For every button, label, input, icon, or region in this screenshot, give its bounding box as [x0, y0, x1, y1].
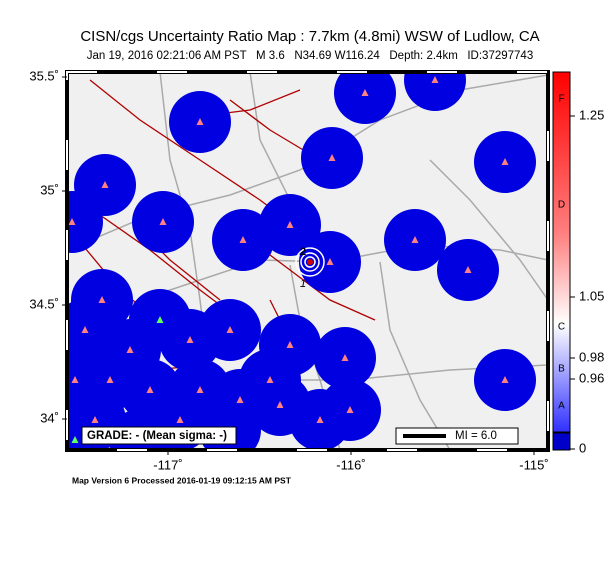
- lat-tick-label: 35˚: [40, 182, 59, 197]
- colorbar-grade: D: [558, 200, 565, 211]
- station: [501, 376, 509, 383]
- station-coverage: [67, 349, 106, 411]
- title: CISN/cgs Uncertainty Ratio Map : 7.7km (…: [80, 28, 539, 45]
- station: [501, 158, 509, 165]
- colorbar-zero-box: [552, 432, 571, 451]
- station: [196, 118, 204, 125]
- station: [286, 341, 294, 348]
- station: [81, 326, 89, 333]
- station: [316, 416, 324, 423]
- map-frame-ticks: [66, 71, 549, 451]
- station: [326, 258, 334, 265]
- footer: Map Version 6 Processed 2016-01-19 09:12…: [72, 475, 292, 485]
- station: [276, 401, 284, 408]
- station: [126, 346, 134, 353]
- station: [411, 236, 419, 243]
- contour-label: 1: [300, 278, 306, 290]
- station: [328, 154, 336, 161]
- station: [71, 436, 79, 443]
- station: [71, 376, 79, 383]
- station-coverage: [67, 191, 103, 253]
- station: [156, 316, 164, 323]
- station: [361, 89, 369, 96]
- road: [379, 261, 451, 450]
- subtitle: Jan 19, 2016 02:21:06 AM PST M 3.6 N34.6…: [87, 50, 533, 62]
- station: [346, 406, 354, 413]
- station: [176, 416, 184, 423]
- colorbar-tick-label: 0: [579, 440, 586, 455]
- scale-box: [395, 427, 519, 445]
- station: [431, 76, 439, 83]
- station-coverage: [404, 72, 466, 111]
- colorbar-grade: F: [558, 94, 564, 105]
- lat-tick-label: 34˚: [40, 410, 59, 425]
- colorbar-grade: A: [558, 401, 565, 412]
- colorbar-tick-label: 0.96: [579, 370, 604, 385]
- lon-tick-label: -117˚: [153, 457, 182, 472]
- colorbar-grade: C: [558, 322, 565, 333]
- station: [106, 376, 114, 383]
- map-area: 21: [67, 72, 548, 450]
- lon-tick-label: -115˚: [519, 457, 548, 472]
- grade-box: [81, 426, 237, 445]
- station-coverage: [334, 72, 396, 124]
- station: [98, 296, 106, 303]
- contour: [304, 256, 316, 268]
- epicenter: [307, 259, 313, 265]
- station: [68, 218, 76, 225]
- station: [341, 354, 349, 361]
- lat-tick-label: 34.5˚: [29, 296, 59, 311]
- colorbar-grade: B: [558, 364, 565, 375]
- station: [239, 236, 247, 243]
- station: [159, 218, 167, 225]
- station: [236, 396, 244, 403]
- colorbar: [552, 71, 571, 433]
- contour: [300, 252, 320, 272]
- colorbar-tick-label: 0.98: [579, 349, 604, 364]
- colorbar-tick-label: 1.05: [579, 288, 604, 303]
- station: [226, 326, 234, 333]
- contour-label: 2: [300, 246, 306, 258]
- road: [429, 159, 548, 301]
- station: [286, 221, 294, 228]
- station: [464, 266, 472, 273]
- scale-label: MI = 6.0: [455, 430, 497, 442]
- grade-text: GRADE: - (Mean sigma: -): [87, 430, 227, 442]
- station: [101, 181, 109, 188]
- colorbar-tick-label: 1.25: [579, 107, 604, 122]
- lon-tick-label: -116˚: [336, 457, 365, 472]
- lat-tick-label: 35.5˚: [29, 68, 59, 83]
- station: [196, 386, 204, 393]
- station: [91, 416, 99, 423]
- contour: [295, 247, 325, 277]
- station: [266, 376, 274, 383]
- station: [186, 336, 194, 343]
- station: [146, 386, 154, 393]
